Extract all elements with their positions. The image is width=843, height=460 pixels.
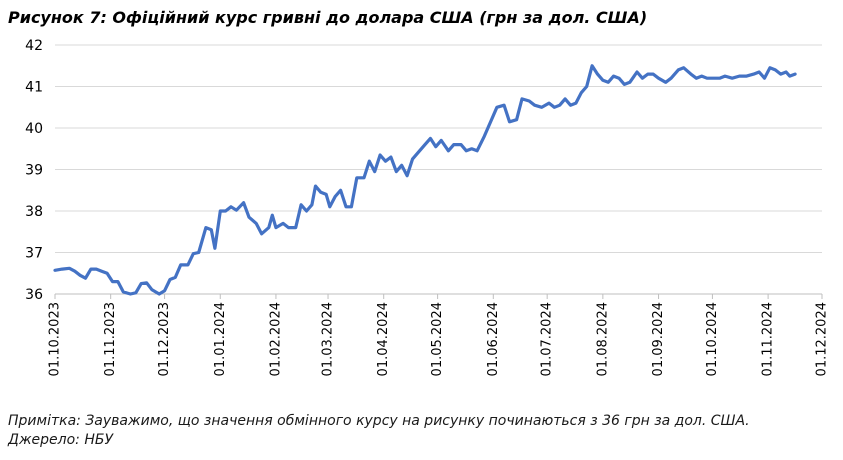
y-tick-label: 42 <box>25 38 43 54</box>
x-tick-label: 01.12.2023 <box>157 302 172 376</box>
x-axis: 01.10.2023 01.11.2023 01.12.2023 01.01.2024… <box>48 293 830 376</box>
x-tick-label: 01.03.2024 <box>321 302 336 376</box>
x-tick-label: 01.11.2023 <box>103 302 118 376</box>
chart-title: Рисунок 7: Офіційний курс гривні до дола… <box>8 8 648 27</box>
x-tick-label: 01.01.2024 <box>213 302 228 376</box>
x-tick-label: 01.09.2024 <box>651 302 666 376</box>
y-axis-ticks: 36 37 38 39 40 41 42 <box>25 38 43 303</box>
x-tick-label: 01.10.2024 <box>705 302 720 376</box>
y-tick-label: 41 <box>25 80 43 96</box>
line-chart: 36 37 38 39 40 41 42 01.10.2023 01.11.2023 01.12… <box>25 38 830 376</box>
series-layer <box>53 64 797 296</box>
x-tick-label: 01.04.2024 <box>376 302 391 376</box>
x-tick-label: 01.05.2024 <box>430 302 445 376</box>
y-tick-label: 37 <box>25 246 43 262</box>
grid-lines <box>55 44 822 295</box>
x-tick-label: 01.07.2024 <box>540 302 555 376</box>
y-tick-label: 39 <box>25 163 43 179</box>
y-tick-label: 40 <box>25 121 43 137</box>
exchange-rate-line <box>53 64 797 296</box>
x-tick-label: 01.08.2024 <box>595 302 610 376</box>
x-tick-label: 01.12.2024 <box>815 302 830 376</box>
x-tick-label: 01.10.2023 <box>48 302 63 376</box>
x-tick-label: 01.11.2024 <box>761 302 776 376</box>
source-note: Джерело: НБУ <box>8 432 114 448</box>
y-tick-label: 36 <box>25 287 43 303</box>
x-tick-label: 01.02.2024 <box>268 302 283 376</box>
y-tick-label: 38 <box>25 204 43 220</box>
footnote: Примітка: Зауважимо, що значення обмінно… <box>8 413 750 429</box>
x-tick-label: 01.06.2024 <box>486 302 501 376</box>
